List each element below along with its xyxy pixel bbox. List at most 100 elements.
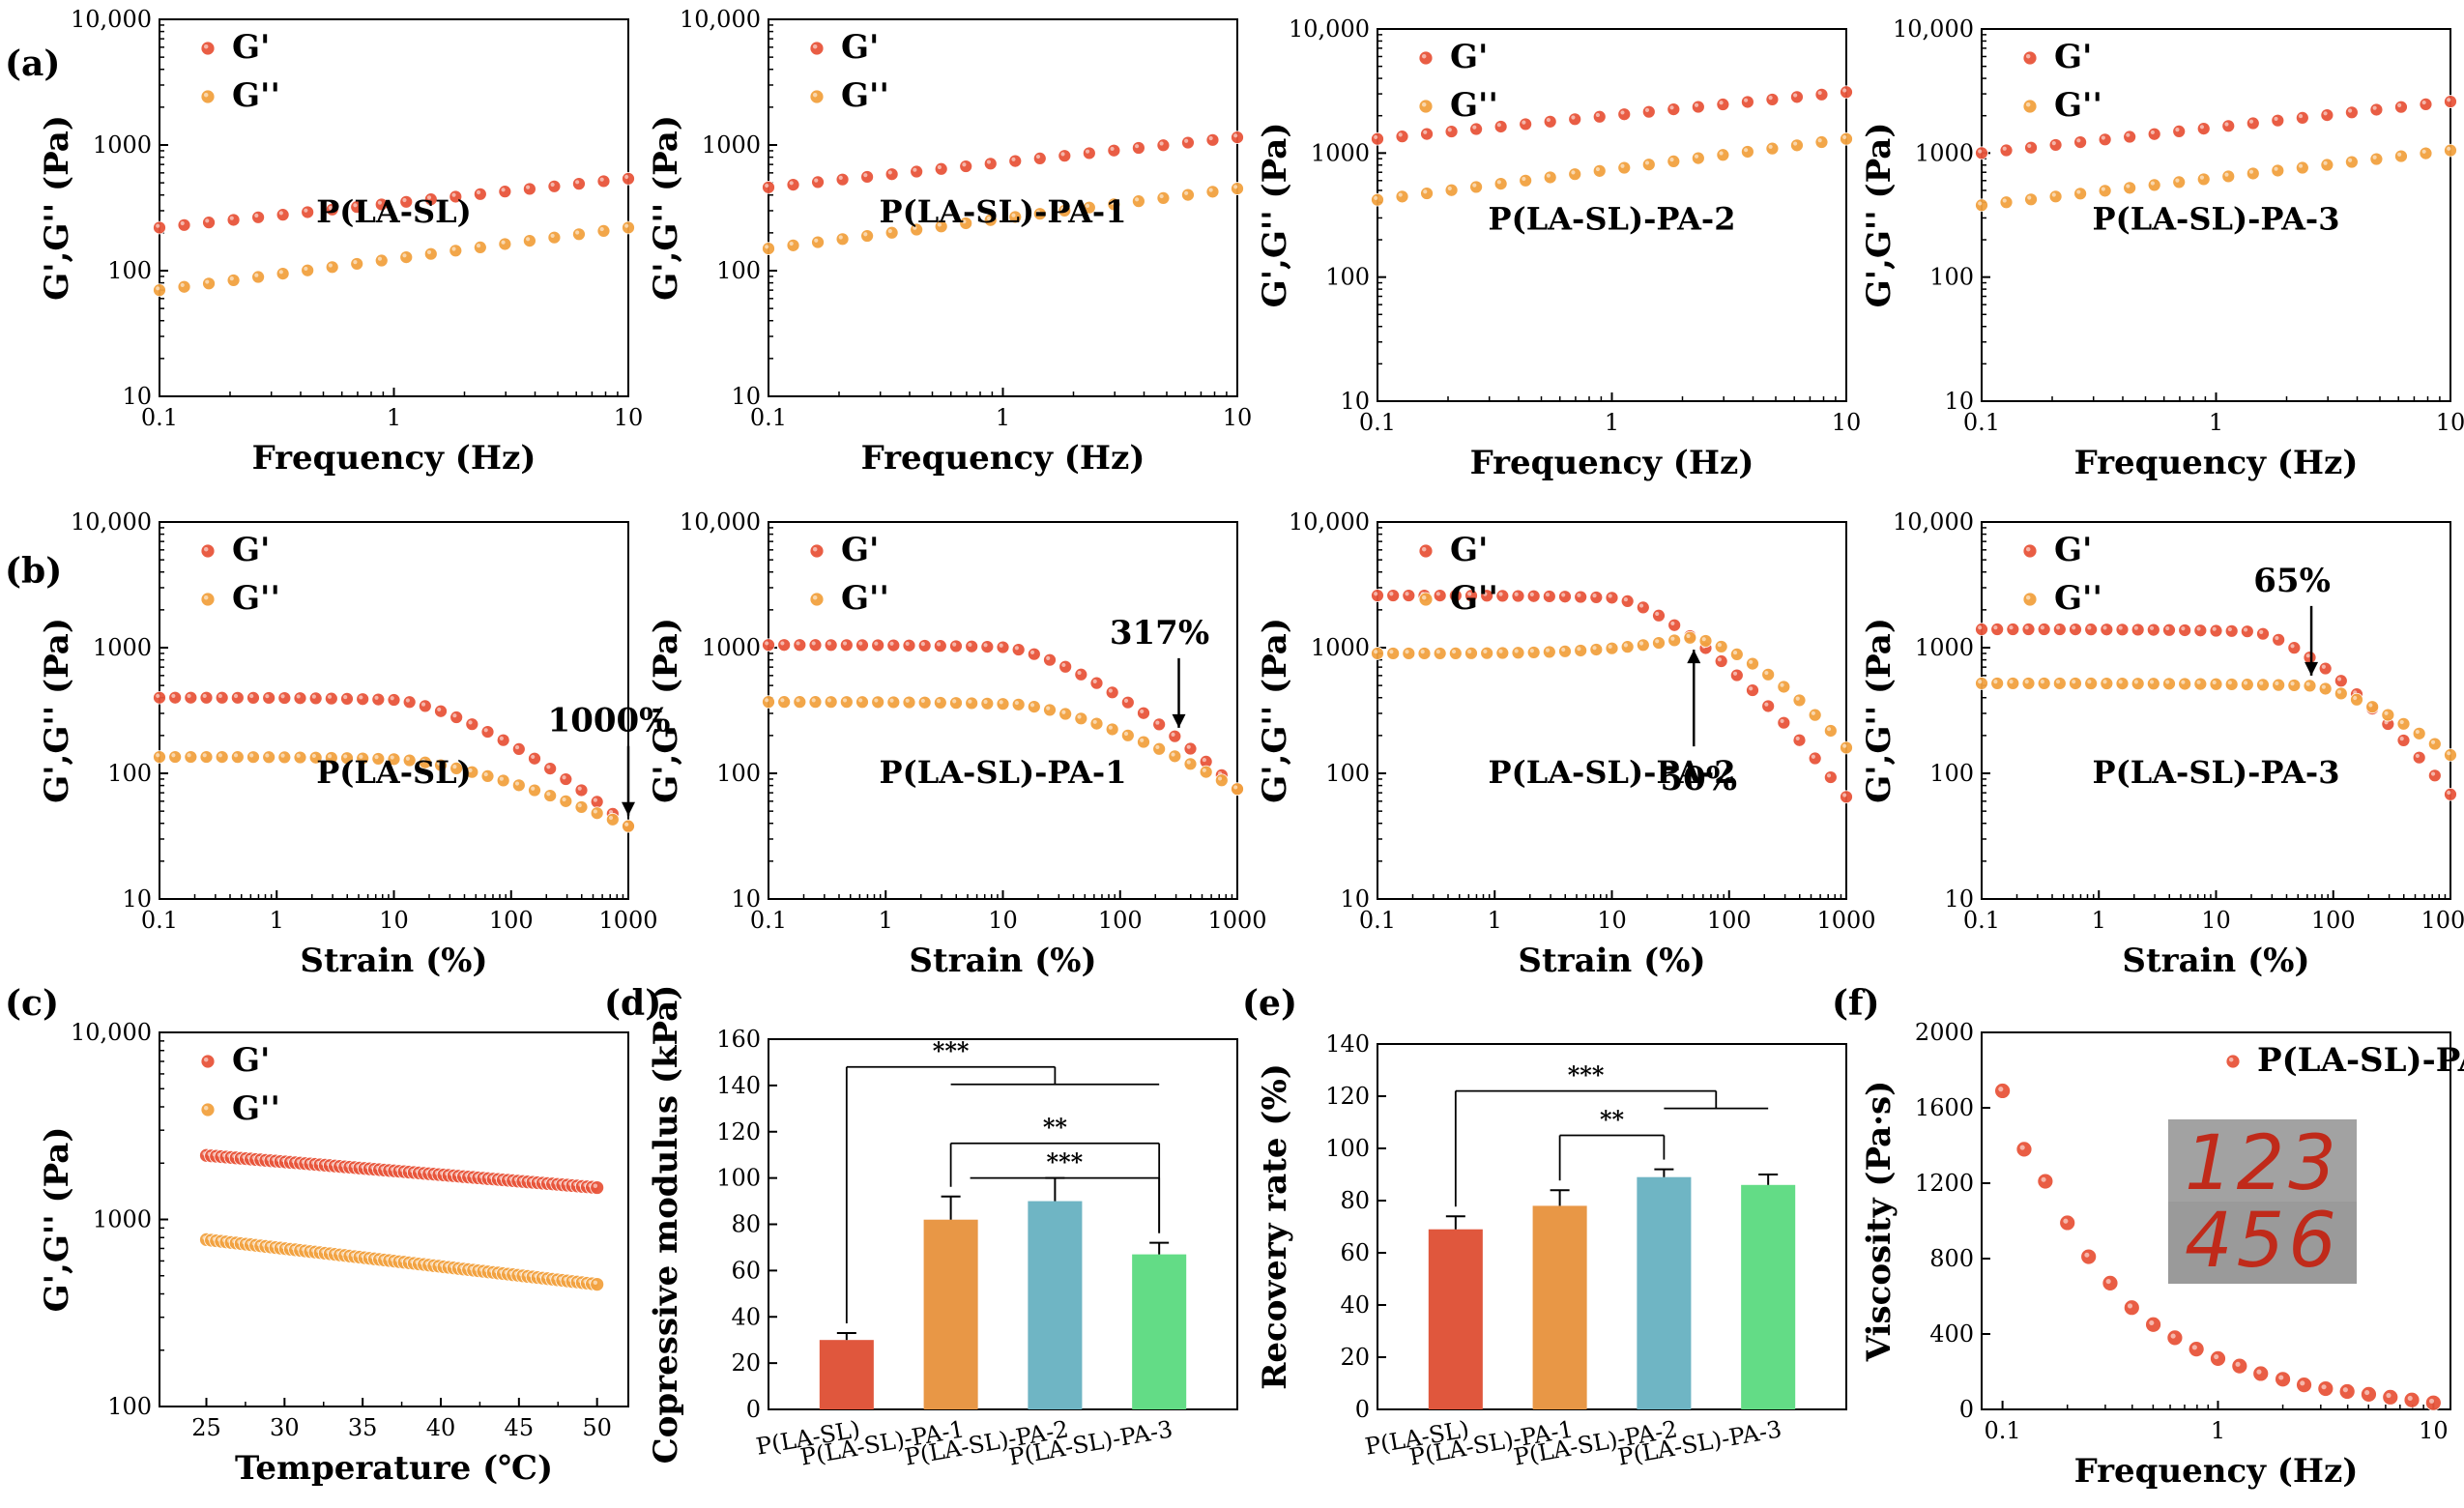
data-point (1420, 127, 1434, 141)
plot-frame (1981, 1031, 2451, 1410)
y-tick-label: 40 (731, 1303, 761, 1330)
annotation-label: 65% (2253, 562, 2331, 600)
data-point (762, 180, 775, 194)
data-point (2369, 102, 2384, 117)
data-point (226, 274, 241, 287)
data-point (1605, 591, 1619, 605)
data-layer (762, 130, 1244, 256)
data-point (2272, 678, 2286, 692)
data-point (622, 220, 635, 235)
y-tick-label: 1000 (93, 1206, 152, 1233)
data-point-highlight (624, 822, 629, 826)
y-tick-label: 60 (731, 1257, 761, 1284)
data-point-highlight (2275, 681, 2279, 685)
data-point (1089, 676, 1104, 690)
data-point (511, 742, 526, 756)
data-point-highlight (780, 641, 785, 646)
y-axis-title: G',G'' (Pa) (1256, 618, 1294, 803)
data-point-highlight (2040, 625, 2044, 630)
data-point (1107, 143, 1121, 158)
significance-label: ** (1043, 1114, 1068, 1142)
data-point (2123, 181, 2137, 195)
data-point-highlight (1060, 207, 1065, 212)
data-point-highlight (1014, 646, 1019, 651)
data-point-highlight (1978, 625, 1983, 630)
data-point (1152, 741, 1167, 756)
data-point-highlight (1571, 170, 1576, 175)
data-point-highlight (2372, 105, 2377, 110)
data-point (528, 783, 541, 798)
data-point-highlight (2397, 152, 2402, 157)
data-point-highlight (426, 195, 432, 200)
legend-marker (2022, 99, 2038, 114)
data-point (2100, 677, 2114, 690)
data-point-highlight (999, 643, 1003, 648)
data-point (1214, 773, 1229, 788)
y-tick-label: 800 (1929, 1245, 1974, 1272)
inset-handwritten-text: 456 (2185, 1198, 2340, 1285)
data-point-highlight (838, 235, 843, 240)
data-point-highlight (2212, 626, 2217, 631)
data-point (1183, 757, 1198, 771)
legend-marker (809, 543, 825, 559)
data-point (871, 695, 885, 710)
data-point (1746, 656, 1759, 671)
data-point (2320, 158, 2334, 172)
data-point-highlight (1184, 138, 1189, 143)
data-point-highlight (2336, 677, 2342, 682)
data-point-highlight (2181, 680, 2186, 684)
data-point-highlight (1514, 592, 1519, 596)
data-point (2412, 726, 2426, 740)
data-point (1589, 643, 1604, 656)
data-point-highlight (1435, 592, 1440, 596)
data-point-highlight (2323, 111, 2328, 116)
data-point (473, 241, 487, 254)
data-point (2147, 178, 2161, 192)
data-point (324, 691, 338, 706)
data-point (1371, 192, 1384, 207)
data-point (301, 205, 315, 219)
data-point (1074, 667, 1088, 682)
data-point-highlight (2290, 644, 2295, 649)
plot-frame (1377, 1043, 1847, 1410)
x-tick-label: 45 (505, 1414, 535, 1441)
bar (1428, 1229, 1483, 1409)
data-layer (1975, 623, 2457, 801)
data-point (2178, 677, 2192, 691)
data-point (1386, 589, 1401, 602)
data-point-highlight (229, 216, 234, 220)
data-point-highlight (205, 218, 210, 223)
data-point-highlight (1545, 648, 1551, 652)
data-point-highlight (1202, 768, 1206, 772)
legend-marker-highlight (203, 594, 209, 600)
bar (1741, 1184, 1796, 1409)
data-point-highlight (426, 249, 432, 254)
data-point-highlight (2084, 1252, 2090, 1258)
data-point (1605, 641, 1619, 655)
data-point-highlight (452, 713, 457, 718)
data-point-highlight (1233, 785, 1238, 790)
x-tick-label: 100 (1707, 907, 1752, 934)
data-point (1469, 180, 1484, 194)
data-point-highlight (1061, 662, 1066, 668)
data-point (153, 750, 166, 764)
x-tick-label: 1 (2209, 409, 2223, 436)
data-point (1568, 167, 1582, 182)
legend-marker (809, 41, 825, 56)
data-point (949, 696, 963, 710)
data-point-highlight (1655, 639, 1660, 644)
data-point (2240, 624, 2254, 639)
data-point (1814, 87, 1829, 102)
data-point-highlight (2300, 1380, 2305, 1386)
legend-marker (200, 41, 216, 56)
legend-marker (2022, 592, 2038, 607)
panel-b2: 10 100 1000 10,000 0.1 1 10 100 1000 Strain (%) G'… (647, 508, 1267, 980)
data-point (1058, 659, 1073, 674)
panel-d: 0 20 40 60 80 100 120 140 160 Copressive modulus … (647, 985, 1238, 1471)
data-point-highlight (1451, 650, 1457, 654)
panel-f: 0 400 800 1200 1600 2000 0.1 1 10 Frequency (Hz) V… (1860, 1019, 2464, 1491)
data-point (1667, 633, 1682, 648)
x-tick-label: 25 (191, 1414, 221, 1441)
y-tick-label: 10,000 (1893, 15, 1974, 43)
data-point-highlight (280, 694, 285, 699)
